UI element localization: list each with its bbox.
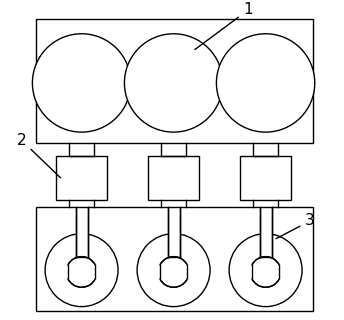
Circle shape [137, 234, 210, 307]
Bar [56, 156, 107, 200]
Circle shape [45, 234, 118, 307]
Circle shape [216, 34, 315, 132]
Bar [35, 20, 313, 143]
Bar [240, 156, 291, 200]
Circle shape [229, 234, 302, 307]
Circle shape [125, 34, 223, 132]
Text: 1: 1 [195, 3, 253, 50]
Text: 2: 2 [17, 132, 61, 178]
Bar [35, 207, 313, 311]
Bar [148, 156, 199, 200]
Bar [260, 213, 272, 257]
Bar [76, 213, 88, 257]
Bar [168, 213, 180, 257]
Text: 3: 3 [276, 213, 315, 239]
Circle shape [32, 34, 131, 132]
